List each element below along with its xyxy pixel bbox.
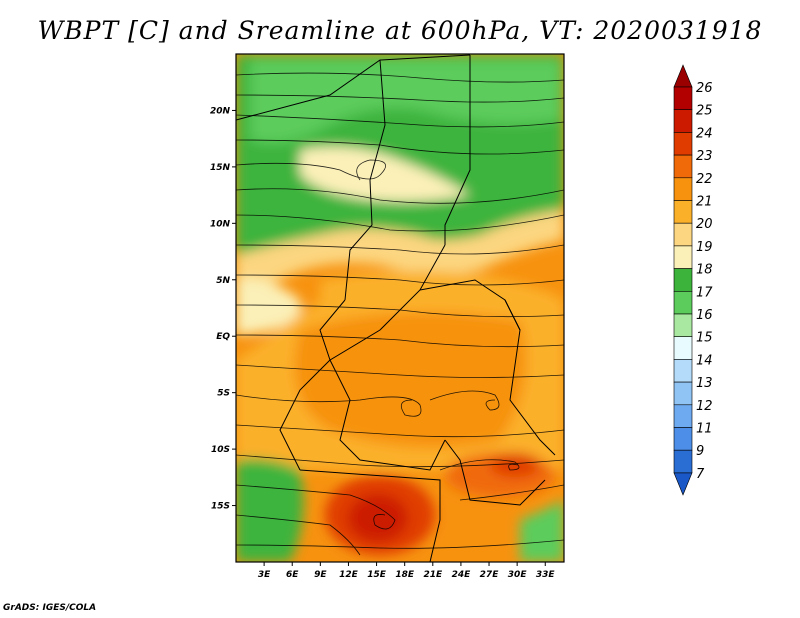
streamlines [236,72,564,556]
x-tick-label: 24E [452,570,472,580]
colorbar-label: 15 [696,331,713,346]
colorbar-label: 23 [696,149,713,164]
colorbar-swatch [673,222,693,247]
region-north-lightgreen [250,60,560,144]
colorbar-swatch [673,381,693,406]
x-tick-label: 3E [258,570,271,580]
x-tick-label: 12E [339,570,359,580]
y-tick-label: 15S [211,502,230,512]
y-tick-label: 15N [210,163,231,173]
x-tick-label: 33E [536,570,556,580]
colorbar-label: 21 [696,195,713,210]
colorbar-swatch [673,132,693,156]
colorbar-swatch [673,290,693,315]
colorbar-swatch [673,245,693,269]
colorbar-label: 17 [696,285,713,300]
colorbar-label: 7 [696,467,705,482]
colorbar-label: 13 [696,376,713,391]
colorbar-swatch [673,86,693,111]
colorbar-label: 12 [696,399,713,414]
region-sw-green [236,458,304,562]
colorbar-swatch [673,404,693,428]
colorbar-label: 18 [696,263,713,278]
colorbar-label: 19 [696,240,713,255]
colorbar: 26 25 24 23 22 21 20 19 18 17 16 15 14 13 12 11 9 7 [673,64,713,496]
x-tick-label: 18E [395,570,415,580]
y-tick-label: 5N [216,276,230,286]
colorbar-swatch [673,109,693,133]
colorbar-swatch [673,313,693,338]
colorbar-swatch [673,449,693,474]
colorbar-swatch [673,268,693,292]
y-tick-label: 10N [210,219,231,229]
region-pale-yellow [300,146,470,202]
hotspot-southeast-core [490,453,540,477]
region-west-pale [236,279,302,335]
x-tick-label: 15E [367,570,387,580]
colorbar-label: 20 [696,217,713,232]
colorbar-label: 16 [696,308,713,323]
colorbar-swatch [673,200,693,224]
hotspot-southwest-core [348,494,408,542]
region-yellow-band [236,210,564,300]
colorbar-label: 22 [696,172,713,187]
y-tick-label: 5S [217,389,230,399]
x-tick-label: 27E [480,570,500,580]
colorbar-swatch [673,154,693,179]
region-deep-orange [294,312,527,448]
map-frame [235,53,565,563]
colorbar-swatch [673,177,693,201]
wbpt-field [236,54,564,562]
colorbar-label: 14 [696,353,713,368]
x-tick-label: 6E [286,570,299,580]
grads-credit: GrADS: IGES/COLA [3,603,97,613]
x-tick-label: 9E [314,570,327,580]
y-tick-label: EQ [216,332,230,342]
y-tick-label: 10S [211,445,230,455]
colorbar-label: 26 [696,81,713,96]
x-tick-label: 30E [508,570,528,580]
colorbar-top-arrow [673,64,693,88]
colorbar-swatch [673,427,693,451]
x-axis: 3E 6E 9E 12E 15E 18E 21E 24E 27E 30E 33E [258,562,556,580]
colorbar-bottom-arrow [673,472,693,496]
y-tick-label: 20N [210,106,231,116]
colorbar-label: 25 [696,104,713,119]
region-se-green [520,500,564,562]
x-tick-label: 21E [423,570,443,580]
y-axis: 20N 15N 10N 5N EQ 5S 10S 15S [210,106,236,512]
colorbar-label: 11 [696,422,713,437]
colorbar-swatch [673,359,693,383]
colorbar-label: 24 [696,126,713,141]
chart-title: WBPT [C] and Sreamline at 600hPa, VT: 20… [37,16,763,45]
colorbar-label: 9 [696,444,704,459]
colorbar-swatch [673,336,693,360]
